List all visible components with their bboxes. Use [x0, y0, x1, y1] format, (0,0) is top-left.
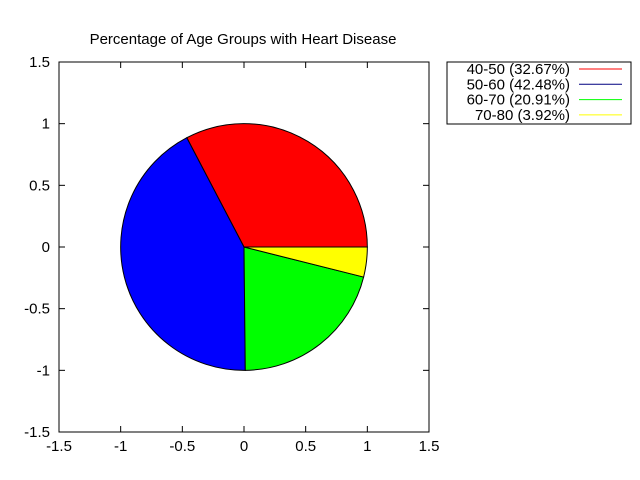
axis-ticks: -1.5 -1 -0.5 0 0.5 1 1.5 1.5 1 0.5 0 -0.5 -1 -1.5: [24, 54, 439, 455]
y-tick-label: -1: [37, 362, 50, 379]
pie-slices: [120, 123, 368, 371]
x-tick-label: 0: [240, 438, 248, 455]
y-tick-label: 1: [42, 116, 50, 133]
pie-slice-2: [120, 137, 246, 371]
pie-slice-1: [186, 123, 368, 248]
legend-box: [446, 61, 632, 125]
legend-entry-label: 50-60 (42.48%): [467, 76, 570, 93]
y-tick-label: 0: [42, 239, 50, 256]
legend-entry-label: 70-80 (3.92%): [475, 107, 570, 124]
chart-title: Percentage of Age Groups with Heart Dise…: [90, 31, 397, 48]
x-tick-label: -1: [114, 438, 127, 455]
legend-entry-label: 40-50 (32.67%): [467, 61, 570, 78]
x-tick-label: 0.5: [295, 438, 316, 455]
x-tick-label: -1.5: [46, 438, 72, 455]
pie-slice-3: [243, 246, 365, 371]
x-tick-label: 1.5: [419, 438, 440, 455]
y-tick-label: 1.5: [29, 54, 50, 71]
legend: 40-50 (32.67%)50-60 (42.48%)60-70 (20.91…: [446, 61, 632, 125]
y-tick-label: 0.5: [29, 177, 50, 194]
legend-entry-label: 60-70 (20.91%): [467, 92, 570, 109]
y-tick-label: -0.5: [24, 301, 50, 318]
pie-slice-4: [243, 246, 368, 278]
x-tick-label: -0.5: [169, 438, 195, 455]
x-tick-label: 1: [363, 438, 371, 455]
y-tick-label: -1.5: [24, 424, 50, 441]
